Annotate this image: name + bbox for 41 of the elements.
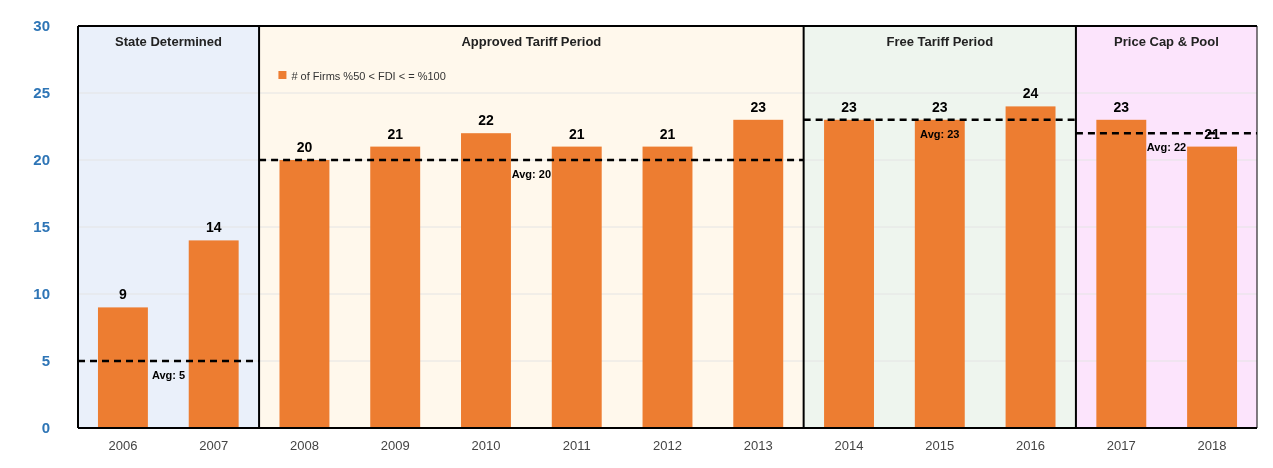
band-label: State Determined	[115, 34, 223, 49]
y-tick-label: 15	[33, 218, 50, 236]
data-label: 9	[119, 286, 128, 303]
data-label: 20	[296, 139, 313, 155]
x-tick-label: 2016	[1016, 438, 1046, 453]
data-label: 23	[932, 98, 948, 115]
data-label: 22	[478, 112, 494, 129]
data-label: 23	[750, 98, 767, 115]
x-tick-label: 2018	[1197, 438, 1227, 453]
y-tick-label: 20	[33, 151, 50, 169]
x-tick-label: 2012	[653, 438, 682, 453]
data-label: 14	[205, 219, 222, 236]
band-label: Free Tariff Period	[886, 34, 994, 49]
data-label: 23	[1113, 98, 1130, 115]
legend-label: # of Firms %50 < FDI < = %100	[291, 69, 446, 82]
band-label: Approved Tariff Period	[461, 34, 602, 49]
ref-line-label: Avg: 5	[151, 369, 186, 381]
ref-line-label: Avg: 23	[920, 127, 960, 140]
data-label: 21	[659, 125, 676, 142]
x-tick-label: 2015	[925, 438, 955, 453]
ref-line-label: Avg: 22	[1146, 141, 1187, 154]
data-label: 23	[841, 98, 858, 115]
y-tick-label: 10	[33, 285, 50, 303]
band-label: Price Cap & Pool	[1114, 34, 1219, 49]
x-tick-label: 2010	[471, 438, 501, 453]
y-tick-label: 25	[33, 84, 50, 102]
data-label: 24	[1022, 85, 1039, 102]
data-label: 21	[568, 125, 585, 142]
x-tick-label: 2017	[1106, 438, 1136, 453]
x-tick-label: 2006	[108, 438, 138, 453]
y-tick-label: 0	[41, 419, 50, 437]
ref-line-label: Avg: 20	[511, 168, 552, 180]
x-tick-label: 2011	[562, 438, 591, 453]
y-tick-label: 30	[33, 17, 50, 35]
x-tick-label: 2013	[743, 438, 773, 453]
x-tick-label: 2014	[834, 438, 864, 453]
x-tick-label: 2009	[380, 438, 410, 453]
data-label: 21	[387, 125, 404, 142]
y-tick-label: 5	[41, 352, 50, 370]
x-tick-label: 2007	[199, 438, 229, 453]
x-tick-label: 2008	[289, 438, 319, 453]
